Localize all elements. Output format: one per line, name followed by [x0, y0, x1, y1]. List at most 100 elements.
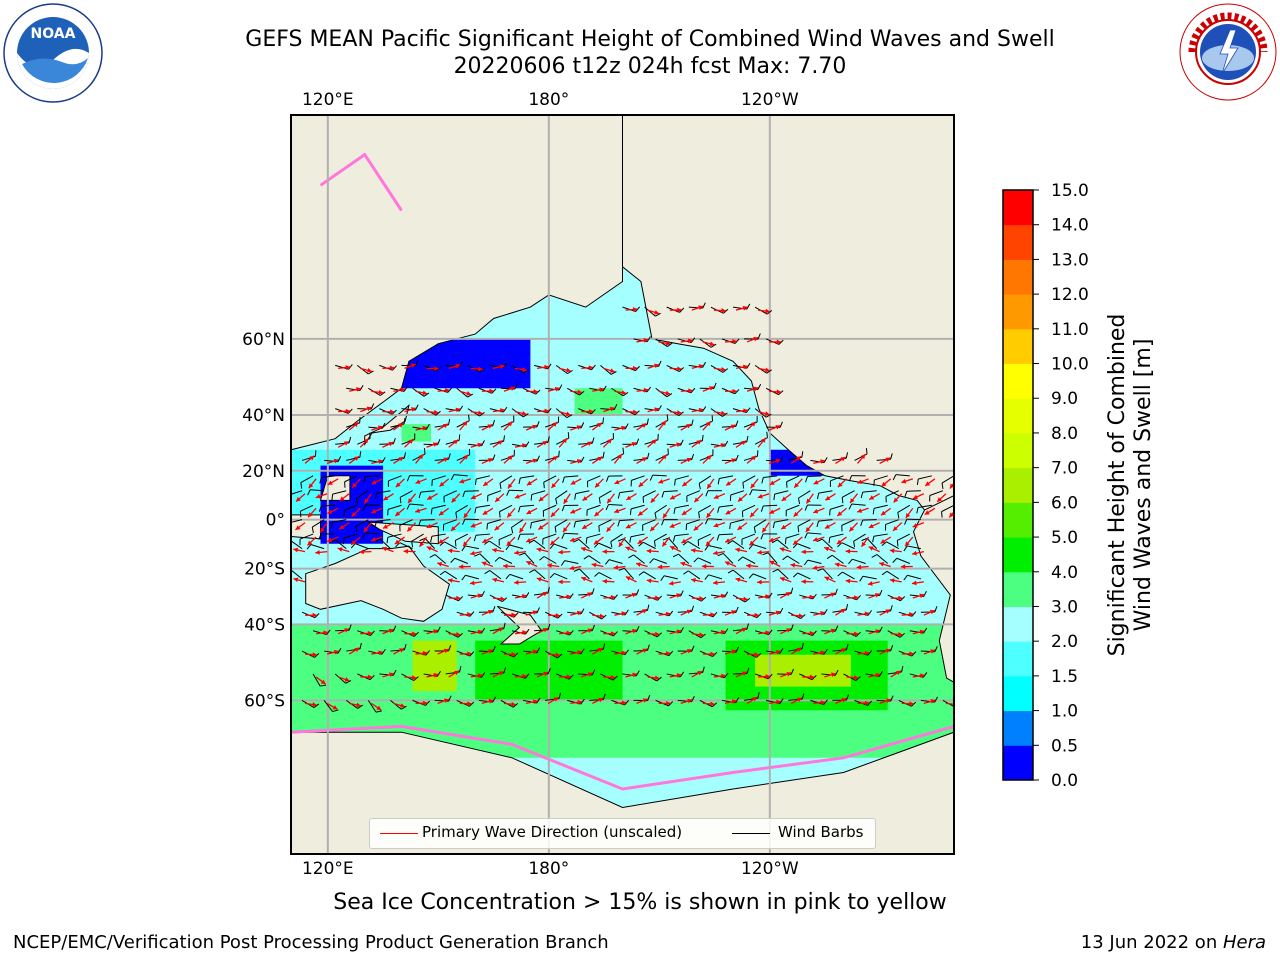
- wave-arrow-head: [327, 509, 333, 514]
- wave-arrow-head: [407, 526, 413, 532]
- wind-barb-feather: [804, 504, 808, 511]
- wind-barb-feather: [558, 384, 563, 391]
- wind-barb-feather: [480, 672, 486, 678]
- wave-arrow-head: [632, 409, 638, 415]
- wave-arrow-head: [439, 481, 445, 487]
- wind-barb-feather: [635, 365, 640, 371]
- wave-arrow-head: [412, 631, 417, 637]
- wind-barb: [291, 490, 303, 495]
- wind-barb-feather: [848, 475, 853, 482]
- wind-barb-feather: [716, 534, 720, 541]
- wave-arrow-head: [737, 496, 743, 502]
- wave-arrow-head: [698, 407, 704, 413]
- wave-arrow-head: [721, 308, 726, 313]
- wind-barb: [623, 568, 634, 580]
- wave-arrow-head: [607, 438, 612, 444]
- wind-barb-feather: [425, 650, 431, 656]
- wind-barb: [599, 490, 612, 499]
- wave-arrow-head: [707, 483, 712, 489]
- wave-arrow-head: [419, 541, 425, 547]
- wind-barb: [777, 539, 789, 550]
- wind-barb: [941, 475, 954, 484]
- wave-arrow-head: [555, 652, 561, 658]
- wave-arrow-head: [677, 307, 682, 313]
- wave-arrow-head: [731, 649, 737, 654]
- wind-barb: [807, 475, 822, 478]
- colorbar-swatch: [1003, 710, 1033, 746]
- bottom-longitude-labels: 120°E 180° 120°W: [302, 859, 799, 879]
- wind-barb: [866, 538, 878, 549]
- wind-barb: [686, 519, 701, 525]
- wind-barb: [754, 519, 767, 528]
- wind-barb: [465, 545, 479, 550]
- wind-barb: [841, 490, 855, 498]
- wave-arrow-head: [769, 537, 775, 543]
- colorbar-title-2: Wind Waves and Swell [m]: [1131, 339, 1156, 632]
- wind-barb-feather: [514, 383, 518, 390]
- wind-barb-feather: [845, 643, 849, 650]
- wave-arrow-head: [307, 540, 313, 546]
- colorbar-tick-label: 12.0: [1051, 285, 1089, 305]
- colorbar-tick-label: 15.0: [1051, 181, 1089, 201]
- wind-barb-feather: [330, 521, 333, 529]
- wave-arrow-head: [563, 527, 568, 533]
- wind-barb-feather: [817, 568, 824, 572]
- wind-barb-feather: [666, 393, 673, 398]
- wind-barb-feather: [746, 435, 749, 442]
- wind-barb: [321, 504, 336, 507]
- wind-barb-feather: [529, 522, 532, 529]
- colorbar-tick-label: 13.0: [1051, 250, 1089, 270]
- wind-barb-feather: [647, 644, 650, 651]
- wind-barb-feather: [430, 536, 433, 543]
- wind-barb: [918, 475, 933, 480]
- wind-barb: [420, 490, 435, 493]
- wave-arrow-head: [709, 386, 714, 391]
- wave-arrow-head: [853, 595, 859, 601]
- wind-barb: [300, 475, 314, 484]
- wave-arrow-head: [765, 674, 771, 679]
- wave-arrow-head: [367, 368, 372, 373]
- wind-barb-feather: [941, 482, 944, 490]
- wave-arrow-head: [463, 541, 468, 547]
- wave-arrow-head: [500, 408, 505, 413]
- wave-arrow-head: [889, 578, 895, 583]
- wave-arrow-head: [867, 581, 873, 586]
- wave-arrow-head: [625, 523, 631, 529]
- wind-barb: [578, 539, 590, 549]
- wave-arrow-head: [333, 649, 339, 655]
- wave-arrow-head: [690, 548, 696, 553]
- wind-barb-feather: [724, 628, 729, 634]
- wind-barb-feather: [722, 368, 729, 373]
- wave-arrow-head: [737, 525, 743, 530]
- wave-arrow-head: [686, 457, 692, 463]
- map-area: [291, 115, 954, 854]
- latitude-label: 40°S: [244, 615, 285, 635]
- wind-barb-feather: [429, 554, 436, 558]
- wind-barb: [654, 504, 667, 514]
- wind-barb: [752, 573, 767, 580]
- wave-arrow-head: [676, 593, 682, 598]
- wave-arrow-head: [389, 409, 395, 415]
- wave-arrow-head: [781, 524, 787, 530]
- wave-arrow-head: [536, 547, 542, 553]
- wind-barb: [752, 544, 767, 550]
- wave-arrow-head: [597, 648, 603, 653]
- wave-arrow-head: [538, 496, 544, 502]
- wind-barb-feather: [450, 474, 455, 481]
- wind-barb: [642, 519, 656, 526]
- wind-barb-feather: [698, 483, 701, 490]
- wind-barb-feather: [757, 333, 761, 340]
- wind-barb-feather: [558, 450, 560, 457]
- wave-arrow-head: [367, 674, 373, 680]
- wave-arrow-head: [487, 609, 493, 615]
- wave-arrow-head: [633, 365, 638, 371]
- wave-arrow-head: [522, 630, 527, 635]
- wind-barb: [387, 504, 402, 510]
- wind-barb-feather: [812, 630, 817, 636]
- wind-barb: [479, 553, 491, 564]
- wind-barb-feather: [524, 673, 530, 679]
- wave-arrow-head: [840, 608, 846, 614]
- wind-barb-feather: [779, 421, 783, 428]
- wave-arrow-head: [864, 650, 870, 656]
- bottom-longitude-label: 180°: [528, 859, 569, 879]
